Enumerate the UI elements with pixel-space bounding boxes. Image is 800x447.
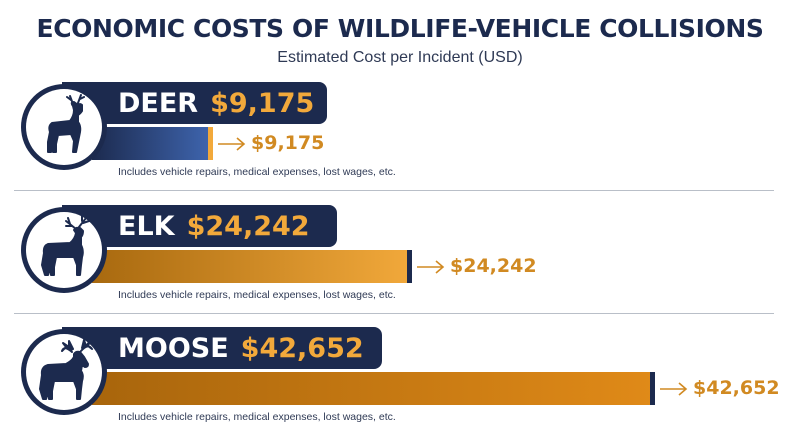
arrow-icon xyxy=(218,137,246,151)
animal-label-deer: DEER xyxy=(118,87,199,119)
animal-label-elk: ELK xyxy=(118,210,175,242)
note-moose: Includes vehicle repairs, medical expens… xyxy=(118,411,396,423)
bar-cap-moose xyxy=(650,372,655,405)
chart-title: ECONOMIC COSTS OF WILDLIFE-VEHICLE COLLI… xyxy=(36,14,764,43)
note-elk: Includes vehicle repairs, medical expens… xyxy=(118,289,396,301)
banner-deer: DEER $9,175 xyxy=(62,82,327,124)
banner-cost-moose: $42,652 xyxy=(240,332,364,364)
note-deer: Includes vehicle repairs, medical expens… xyxy=(118,166,396,178)
animal-label-moose: MOOSE xyxy=(118,332,229,364)
value-label-elk: $24,242 xyxy=(450,255,537,277)
badge-deer xyxy=(21,84,107,170)
divider-1 xyxy=(14,190,774,191)
deer-icon xyxy=(47,94,85,153)
moose-icon xyxy=(39,339,93,400)
arrow-icon xyxy=(417,260,445,274)
banner-moose: MOOSE $42,652 xyxy=(62,327,382,369)
banner-cost-deer: $9,175 xyxy=(210,87,315,119)
value-label-moose: $42,652 xyxy=(693,377,780,399)
chart-subtitle: Estimated Cost per Incident (USD) xyxy=(277,49,523,66)
bar-deer xyxy=(92,127,213,160)
banner-cost-elk: $24,242 xyxy=(186,210,310,242)
bar-cap-elk xyxy=(407,250,412,283)
elk-icon xyxy=(41,215,90,276)
bar-elk xyxy=(92,250,412,283)
badge-moose xyxy=(21,329,107,415)
bar-cap-deer xyxy=(208,127,213,160)
arrow-icon xyxy=(660,382,688,396)
value-label-deer: $9,175 xyxy=(251,132,325,154)
bar-moose xyxy=(92,372,655,405)
banner-elk: ELK $24,242 xyxy=(62,205,337,247)
badge-elk xyxy=(21,207,107,293)
divider-2 xyxy=(14,313,774,314)
